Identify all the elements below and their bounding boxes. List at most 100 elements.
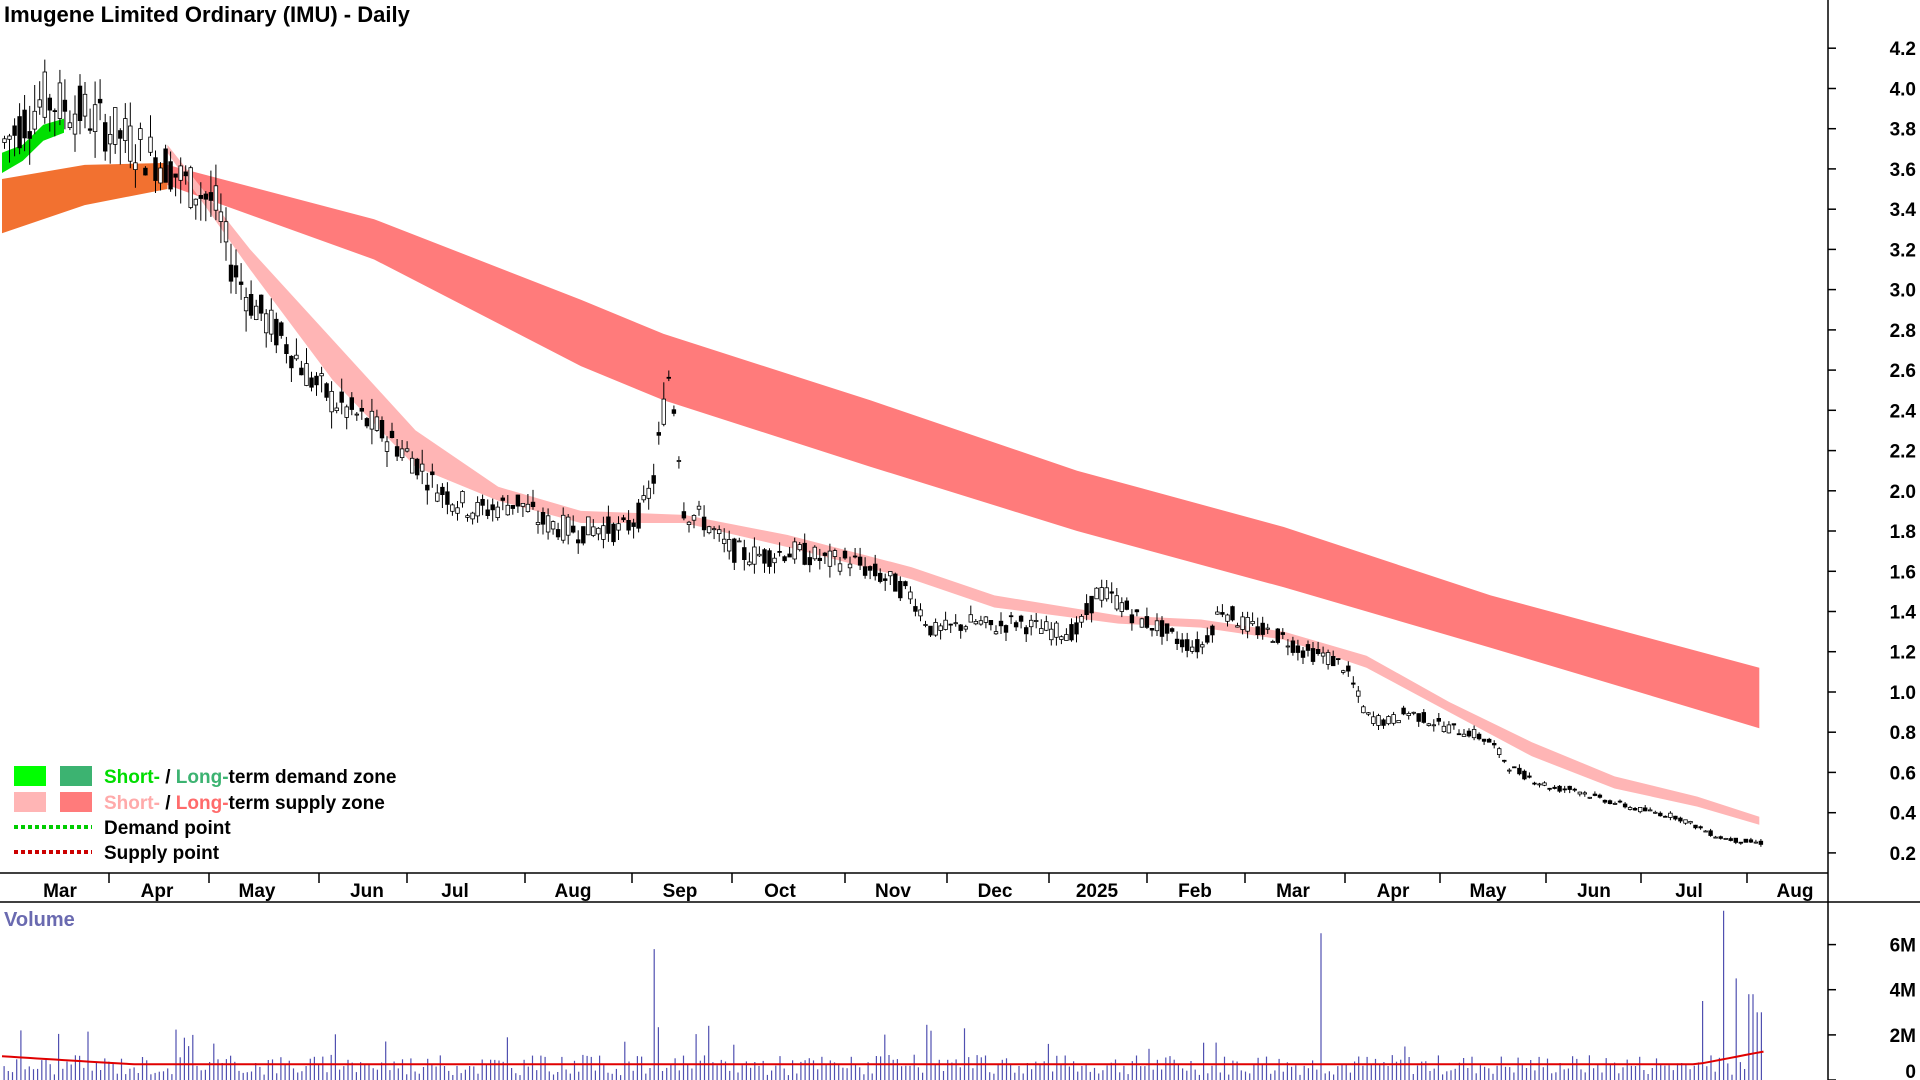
candle-body	[847, 563, 853, 569]
candle-body	[998, 620, 1004, 627]
candle-body	[1456, 733, 1462, 736]
candle-body	[1678, 817, 1683, 822]
candle-body	[641, 495, 646, 501]
candle-body	[878, 572, 883, 582]
candle-body	[1436, 718, 1441, 722]
candle-body	[1139, 618, 1145, 628]
candle-body	[535, 522, 541, 526]
candle-body	[1109, 591, 1114, 594]
candle-body	[1295, 645, 1301, 653]
candle-body	[1245, 617, 1250, 632]
candle-body	[1487, 738, 1492, 743]
candle-body	[1703, 830, 1708, 833]
candle-body	[440, 486, 445, 495]
legend-sep-supply: /	[160, 793, 176, 814]
candle-body	[701, 516, 707, 531]
candle-body	[1366, 712, 1371, 715]
candle-body	[671, 409, 677, 414]
candle-body	[148, 136, 153, 153]
candle-body	[1059, 636, 1064, 640]
candle-body	[722, 538, 727, 544]
candle-body	[525, 503, 531, 512]
candle-body	[1663, 815, 1668, 818]
candle-body	[973, 621, 978, 625]
price-tick-label: 4.0	[1890, 80, 1916, 101]
candle-body	[943, 619, 948, 630]
candle-body	[1597, 794, 1603, 798]
candle-body	[1039, 628, 1044, 634]
legend-long-demand: Long-	[176, 767, 229, 788]
candle-body	[354, 413, 359, 416]
candle-body	[646, 487, 651, 499]
candle-body	[1054, 622, 1059, 638]
candle-body	[304, 363, 309, 386]
time-tick-label: Dec	[978, 881, 1013, 902]
candle-body	[1411, 711, 1416, 714]
candle-body	[530, 501, 536, 508]
candle-body	[1149, 628, 1155, 631]
candle-body	[1134, 609, 1140, 613]
candle-body	[767, 550, 772, 567]
candle-body	[742, 547, 747, 560]
candle-body	[1587, 796, 1592, 799]
candle-body	[1476, 733, 1482, 740]
candle-body	[1713, 836, 1718, 839]
candle-body	[1305, 644, 1311, 651]
candle-body	[1190, 646, 1195, 652]
candle-body	[737, 540, 742, 543]
price-tick-label: 3.6	[1890, 160, 1916, 181]
candle-body	[596, 527, 601, 535]
candle-body	[732, 538, 737, 563]
zone-short-term-demand	[2, 118, 64, 173]
candle-body	[389, 430, 395, 438]
candle-body	[958, 624, 963, 631]
candle-body	[1607, 800, 1613, 805]
candle-body	[520, 502, 526, 507]
price-tick-label: 1.8	[1890, 522, 1916, 543]
candle-body	[706, 526, 712, 534]
candle-body	[168, 161, 173, 190]
candle-body	[968, 614, 973, 623]
legend-swatch-short-supply	[14, 792, 46, 812]
candle-body	[27, 131, 32, 139]
candle-body	[1461, 733, 1467, 737]
candle-body	[681, 511, 687, 519]
candle-body	[510, 504, 515, 509]
candle-body	[274, 318, 279, 346]
time-tick-label: Feb	[1178, 881, 1212, 902]
legend-item-demand-point: Demand point	[104, 818, 231, 839]
candle-body	[1129, 614, 1135, 624]
candle-body	[1215, 611, 1220, 615]
candle-body	[752, 546, 757, 565]
candle-body	[1200, 644, 1205, 648]
candle-body	[1013, 622, 1019, 628]
candle-body	[1003, 625, 1009, 633]
candle-body	[163, 148, 168, 183]
candle-body	[515, 494, 521, 507]
zone-long-term-supply	[167, 164, 1760, 729]
candle-body	[379, 419, 385, 439]
candle-body	[978, 620, 984, 625]
candle-body	[37, 99, 42, 108]
candle-body	[1708, 830, 1713, 836]
candle-body	[92, 104, 98, 132]
candle-body	[505, 504, 510, 516]
candle-body	[1466, 730, 1472, 737]
candle-body	[1426, 723, 1431, 726]
zone-short-term-supply	[167, 144, 1760, 825]
legend-item-supply-zone: Short- / Long-term supply zone	[104, 793, 385, 814]
candle-body	[1512, 766, 1517, 769]
candle-body	[299, 367, 304, 376]
candle-body	[1089, 595, 1094, 614]
candle-body	[1018, 615, 1024, 622]
candle-body	[1396, 720, 1401, 724]
candle-body	[394, 446, 400, 457]
price-tick-label: 2.8	[1890, 321, 1916, 342]
candle-body	[1124, 600, 1129, 610]
candle-body	[339, 391, 344, 403]
candle-body	[1688, 821, 1693, 824]
candle-body	[601, 525, 606, 540]
zones-layer	[2, 118, 1760, 825]
candle-body	[1557, 785, 1562, 792]
candle-body	[661, 398, 666, 425]
